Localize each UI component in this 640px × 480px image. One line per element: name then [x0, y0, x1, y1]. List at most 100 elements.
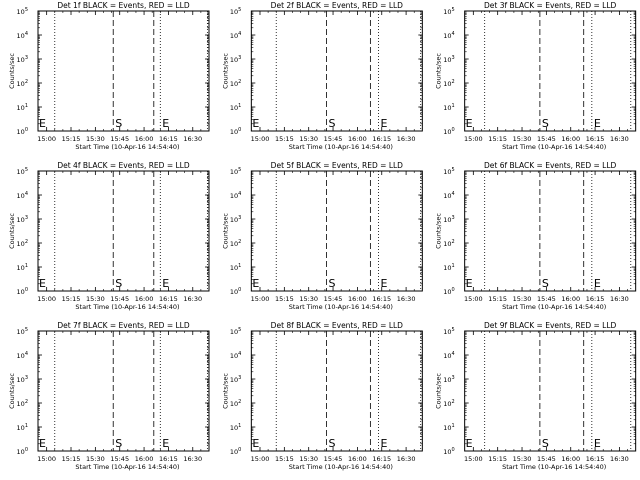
- end-marker-label: E: [381, 437, 388, 450]
- x-axis-label: Start Time (10-Apr-16 14:54:40): [289, 463, 393, 471]
- x-tick-label: 15:00: [464, 295, 483, 303]
- x-tick-label: 16:30: [610, 455, 629, 463]
- x-tick-label: 16:15: [586, 135, 605, 143]
- x-axis-label: Start Time (10-Apr-16 14:54:40): [75, 303, 179, 311]
- y-tick-label: 100: [230, 287, 241, 296]
- edge-marker-label: E: [252, 277, 259, 290]
- x-axis-label: Start Time (10-Apr-16 14:54:40): [289, 303, 393, 311]
- x-tick-label: 16:30: [397, 135, 416, 143]
- y-tick-label: 102: [443, 239, 454, 248]
- plot-frame: [464, 330, 637, 452]
- start-marker-label: S: [115, 437, 122, 450]
- x-tick-label: 15:00: [251, 295, 270, 303]
- x-tick-label: 16:00: [135, 455, 154, 463]
- x-tick-label: 15:00: [464, 135, 483, 143]
- y-tick-label: 100: [230, 127, 241, 136]
- y-tick-label: 102: [443, 399, 454, 408]
- x-tick-label: 15:00: [37, 295, 56, 303]
- y-axis-label: Counts/sec: [221, 213, 229, 249]
- end-marker-label: E: [594, 117, 601, 130]
- y-tick-label: 100: [443, 447, 454, 456]
- y-tick-label: 103: [230, 55, 241, 64]
- x-tick-label: 16:00: [348, 455, 367, 463]
- x-tick-label: 16:30: [183, 295, 202, 303]
- y-tick-label: 103: [230, 215, 241, 224]
- plot-frame: [250, 170, 423, 292]
- y-tick-label: 101: [443, 103, 454, 112]
- detector-panel: Det 2f BLACK = Events, RED = LLD 100 101 10…: [221, 1, 423, 151]
- x-tick-label: 15:30: [299, 135, 318, 143]
- x-tick-label: 15:00: [37, 135, 56, 143]
- edge-marker-label: E: [466, 437, 473, 450]
- x-tick-label: 16:15: [372, 135, 391, 143]
- x-tick-label: 15:30: [86, 455, 105, 463]
- x-tick-label: 15:15: [62, 455, 81, 463]
- x-tick-label: 16:15: [586, 455, 605, 463]
- y-tick-label: 100: [17, 127, 28, 136]
- y-tick-label: 105: [230, 167, 241, 176]
- x-tick-label: 15:30: [513, 135, 532, 143]
- x-tick-label: 15:45: [110, 455, 129, 463]
- x-tick-label: 16:15: [159, 455, 178, 463]
- x-tick-label: 16:15: [159, 135, 178, 143]
- y-tick-label: 101: [17, 423, 28, 432]
- y-tick-label: 100: [17, 447, 28, 456]
- x-axis-label: Start Time (10-Apr-16 14:54:40): [75, 463, 179, 471]
- detector-panel: Det 5f BLACK = Events, RED = LLD 100 101 10…: [221, 161, 423, 311]
- end-marker-label: E: [381, 117, 388, 130]
- edge-marker-label: E: [252, 437, 259, 450]
- x-tick-label: 16:15: [586, 295, 605, 303]
- y-tick-label: 101: [443, 263, 454, 272]
- y-tick-label: 105: [230, 7, 241, 16]
- x-tick-label: 16:00: [561, 295, 580, 303]
- detector-panel: Det 7f BLACK = Events, RED = LLD 100 101 10…: [8, 321, 210, 471]
- detector-panel: Det 4f BLACK = Events, RED = LLD 100 101 10…: [8, 161, 210, 311]
- y-tick-label: 102: [230, 239, 241, 248]
- x-tick-label: 16:15: [159, 295, 178, 303]
- x-tick-label: 15:30: [299, 295, 318, 303]
- y-tick-label: 100: [17, 287, 28, 296]
- x-tick-label: 15:15: [275, 135, 294, 143]
- y-axis-label: Counts/sec: [221, 373, 229, 409]
- x-tick-label: 16:00: [348, 135, 367, 143]
- start-marker-label: S: [329, 117, 336, 130]
- end-marker-label: E: [162, 277, 169, 290]
- y-tick-label: 104: [230, 31, 241, 40]
- panel-title: Det 6f BLACK = Events, RED = LLD: [484, 161, 617, 170]
- x-tick-label: 15:45: [110, 295, 129, 303]
- x-tick-label: 16:15: [372, 455, 391, 463]
- x-tick-label: 15:30: [86, 135, 105, 143]
- detector-panel: Det 6f BLACK = Events, RED = LLD 100 101 10…: [435, 161, 637, 311]
- x-tick-label: 16:00: [561, 135, 580, 143]
- y-tick-label: 100: [443, 287, 454, 296]
- y-tick-label: 103: [230, 375, 241, 384]
- x-tick-label: 15:15: [62, 295, 81, 303]
- edge-marker-label: E: [466, 117, 473, 130]
- y-tick-label: 104: [230, 191, 241, 200]
- y-tick-label: 101: [443, 423, 454, 432]
- y-tick-label: 101: [17, 103, 28, 112]
- x-tick-label: 16:30: [610, 295, 629, 303]
- y-tick-label: 101: [230, 103, 241, 112]
- x-tick-label: 16:30: [183, 135, 202, 143]
- y-tick-label: 105: [443, 167, 454, 176]
- panel-title: Det 4f BLACK = Events, RED = LLD: [57, 161, 190, 170]
- y-tick-label: 104: [443, 351, 454, 360]
- y-axis-label: Counts/sec: [221, 53, 229, 89]
- x-tick-label: 15:15: [488, 455, 507, 463]
- plot-frame: [37, 330, 210, 452]
- panel-title: Det 3f BLACK = Events, RED = LLD: [484, 1, 617, 10]
- y-tick-label: 104: [230, 351, 241, 360]
- y-tick-label: 103: [443, 215, 454, 224]
- y-tick-label: 104: [17, 31, 28, 40]
- edge-marker-label: E: [466, 277, 473, 290]
- x-tick-label: 15:45: [110, 135, 129, 143]
- x-tick-label: 15:45: [324, 295, 343, 303]
- x-axis-label: Start Time (10-Apr-16 14:54:40): [502, 143, 606, 151]
- y-tick-label: 103: [17, 55, 28, 64]
- y-axis-label: Counts/sec: [8, 213, 16, 249]
- y-axis-label: Counts/sec: [8, 373, 16, 409]
- x-tick-label: 15:45: [537, 135, 556, 143]
- x-tick-label: 15:15: [488, 295, 507, 303]
